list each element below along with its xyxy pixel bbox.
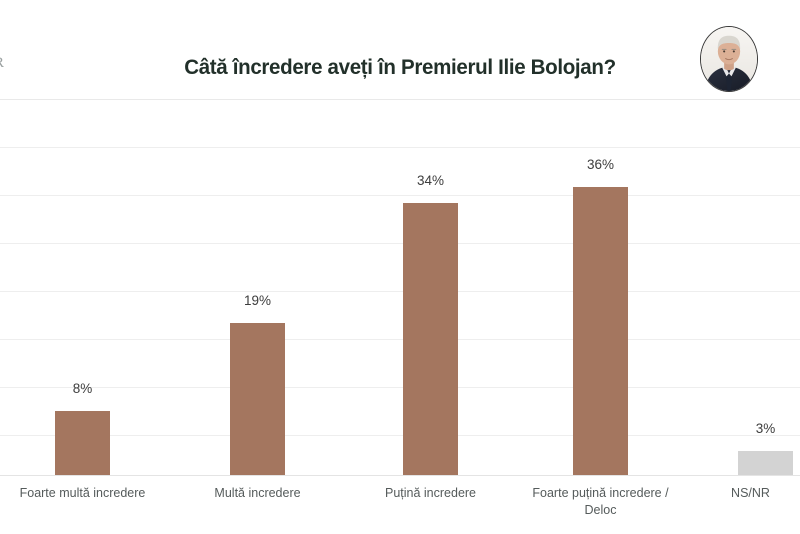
plot-area: 8% 19% 34% 36% 3% <box>0 100 800 476</box>
gridline <box>0 195 800 196</box>
gridline <box>0 147 800 148</box>
bar-value-label: 36% <box>586 157 615 172</box>
gridline <box>0 387 800 388</box>
x-tick-label-2: Puțină incredere <box>384 486 477 500</box>
x-tick-label-3-line2: Deloc <box>584 503 617 517</box>
gridline <box>0 339 800 340</box>
watermark-text: R <box>0 55 4 72</box>
bar-value-label: 34% <box>416 173 445 188</box>
avatar <box>700 26 758 92</box>
bar-rect[interactable] <box>573 187 628 475</box>
bar-value-label: 8% <box>72 381 93 396</box>
bar-rect[interactable] <box>403 203 458 475</box>
gridline <box>0 243 800 244</box>
x-tick-label-1: Multă incredere <box>214 486 301 500</box>
x-axis: Foarte multă incredere Multă incredere P… <box>0 477 800 534</box>
gridline <box>0 435 800 436</box>
x-tick-label-4: NS/NR <box>731 486 770 500</box>
bar-rect[interactable] <box>230 323 285 475</box>
page-title: Câtă încredere aveți în Premierul Ilie B… <box>184 55 616 79</box>
bar-value-label: 3% <box>755 421 776 436</box>
bar-value-label: 19% <box>243 293 272 308</box>
portrait-icon <box>701 27 757 91</box>
bar-rect[interactable] <box>55 411 110 475</box>
x-tick-label-0: Foarte multă incredere <box>19 486 146 500</box>
chart-header: R Câtă încredere aveți în Premierul Ilie… <box>0 0 800 100</box>
x-tick-label-3-line1: Foarte puțină incredere / <box>532 486 669 500</box>
axis-baseline <box>0 475 800 476</box>
x-tick-label-3: Foarte puțină incredere / Deloc <box>510 485 691 519</box>
gridline <box>0 291 800 292</box>
bar-rect[interactable] <box>738 451 793 475</box>
